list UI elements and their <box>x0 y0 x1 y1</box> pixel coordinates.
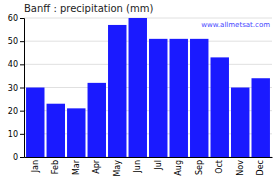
bar <box>129 18 147 157</box>
bar <box>252 78 270 157</box>
y-tick-label: 60 <box>8 14 18 23</box>
grid-line <box>24 18 272 19</box>
x-tick-label: Mar <box>72 159 81 175</box>
x-axis: Jan Feb Mar Apr May Jun Jul Aug Sep Oct Nov Dec <box>25 158 273 177</box>
y-tick: 10 <box>8 130 24 139</box>
bar <box>26 88 44 158</box>
y-tick: 40 <box>8 60 24 69</box>
bar <box>211 57 229 157</box>
y-tick-mark <box>20 18 24 19</box>
plot-area: 0 10 20 30 40 50 60 Jan Feb Mar Apr May Jun Jul Aug Sep… <box>8 14 273 176</box>
x-tick-label: Jun <box>133 160 142 174</box>
grid <box>24 18 272 157</box>
x-tick: Aug <box>174 160 183 176</box>
x-axis-line <box>25 157 273 158</box>
y-tick: 50 <box>8 37 24 46</box>
x-tick-label: Feb <box>51 160 60 174</box>
bars <box>26 18 270 157</box>
grid-line <box>24 41 272 42</box>
bar <box>67 108 85 157</box>
x-tick: Mar <box>72 159 81 175</box>
y-tick-label: 30 <box>8 84 18 93</box>
x-tick-label: Apr <box>92 159 101 174</box>
y-tick-mark <box>20 157 24 158</box>
x-tick-label: Nov <box>236 160 245 176</box>
y-tick-label: 50 <box>8 37 18 46</box>
y-tick-mark <box>20 64 24 65</box>
x-tick-label: Dec <box>256 160 265 175</box>
x-tick: Sep <box>195 160 204 175</box>
y-tick-label: 20 <box>8 107 18 116</box>
x-tick-label: Jan <box>31 160 40 173</box>
x-tick: May <box>113 160 122 177</box>
y-tick-label: 0 <box>13 153 18 162</box>
bar <box>190 39 208 157</box>
y-axis: 0 10 20 30 40 50 60 <box>8 14 25 162</box>
y-tick-label: 40 <box>8 60 18 69</box>
y-tick: 30 <box>8 84 24 93</box>
y-tick-label: 10 <box>8 130 18 139</box>
title: Banff : precipitation (mm) <box>24 3 154 14</box>
y-tick: 0 <box>13 153 24 162</box>
x-tick: Nov <box>236 160 245 176</box>
x-tick-label: Jul <box>154 160 163 171</box>
bar <box>231 88 249 158</box>
bar <box>47 104 65 157</box>
x-tick: Dec <box>256 160 265 175</box>
bar <box>108 25 126 157</box>
x-tick-label: Aug <box>174 160 183 176</box>
y-tick: 20 <box>8 107 24 116</box>
bar <box>88 83 106 157</box>
y-tick-mark <box>20 88 24 89</box>
x-tick: Feb <box>51 160 60 174</box>
bar <box>149 39 167 157</box>
x-tick: Oct <box>215 160 224 174</box>
x-tick: Apr <box>92 159 101 174</box>
grid-line <box>24 64 272 65</box>
x-tick: Jan <box>31 160 40 173</box>
watermark: www.allmetsat.com <box>201 21 270 29</box>
x-tick: Jul <box>154 160 163 171</box>
chart-container: 0 10 20 30 40 50 60 Jan Feb Mar Apr May Jun Jul Aug Sep… <box>0 0 278 181</box>
y-tick-mark <box>20 41 24 42</box>
y-tick-mark <box>20 111 24 112</box>
x-tick-label: Oct <box>215 160 224 174</box>
chart-svg: 0 10 20 30 40 50 60 Jan Feb Mar Apr May Jun Jul Aug Sep… <box>0 0 278 181</box>
y-tick-mark <box>20 134 24 135</box>
bar <box>170 39 188 157</box>
x-tick: Jun <box>133 160 142 174</box>
y-axis-line <box>20 19 25 158</box>
x-tick-label: Sep <box>195 160 204 175</box>
y-tick: 60 <box>8 14 24 23</box>
x-tick-label: May <box>113 160 122 177</box>
